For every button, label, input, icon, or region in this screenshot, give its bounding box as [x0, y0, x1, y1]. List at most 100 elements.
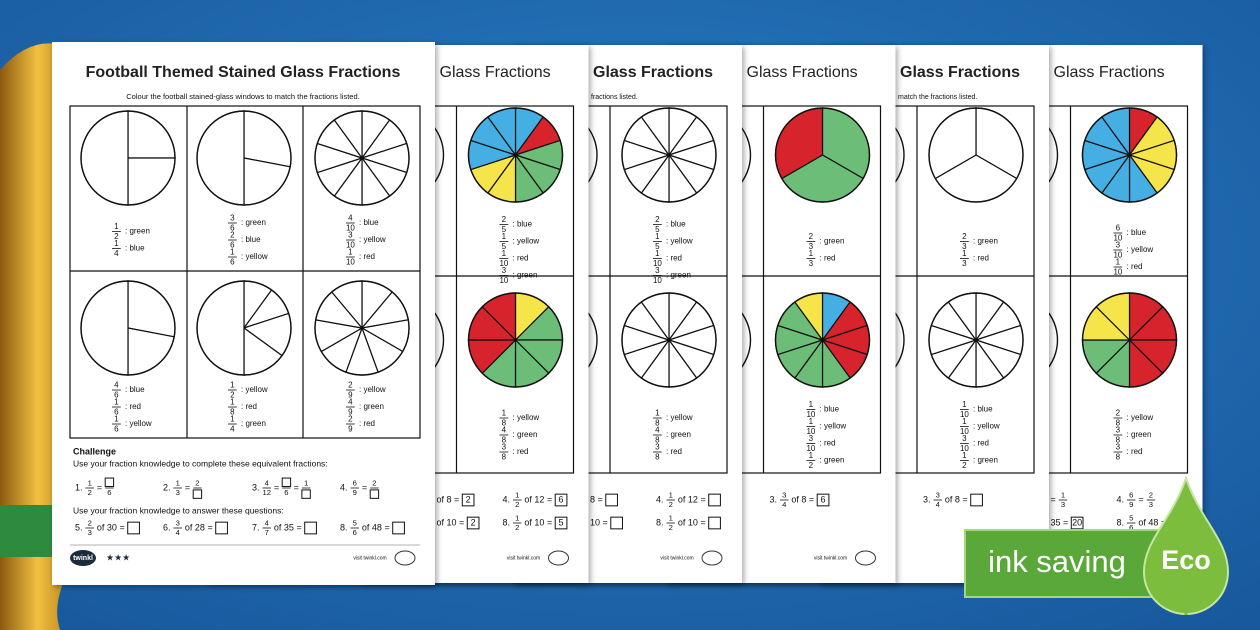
numerator: 2 [195, 478, 199, 487]
numerator: 2 [348, 380, 353, 389]
numerator: 6 [1129, 490, 1133, 499]
numerator: 1 [88, 478, 92, 487]
denominator: 8 [1116, 452, 1121, 461]
footer-badge [855, 550, 876, 566]
numerator: 6 [1116, 223, 1121, 232]
label-text: : green [973, 237, 998, 246]
pie-outline [928, 292, 1024, 388]
label-text: : blue [359, 218, 379, 227]
numerator: 1 [348, 247, 353, 256]
denominator: 5 [502, 225, 507, 234]
numerator: 1 [176, 478, 180, 487]
label-text: : green [666, 271, 691, 280]
numerator: 6 [353, 478, 357, 487]
denominator: 10 [1113, 250, 1122, 259]
answer-text: 6 [821, 494, 826, 504]
denominator: 8 [1116, 418, 1121, 427]
denominator: 3 [962, 259, 967, 268]
numerator: 2 [962, 232, 967, 241]
denominator: 9 [348, 407, 353, 416]
numerator: 2 [88, 518, 92, 527]
label-text: : red [973, 254, 989, 263]
footer-url: visit twinkl.com [814, 555, 847, 561]
denominator: 5 [502, 242, 507, 251]
label-text: : yellow [241, 385, 268, 394]
numerator: 1 [515, 513, 519, 522]
label-text: : yellow [973, 422, 1000, 431]
answer-text: 2 [471, 517, 476, 527]
answer-box [605, 493, 618, 507]
denominator: 8 [655, 435, 660, 444]
numerator: 1 [809, 400, 814, 409]
denominator: 8 [655, 452, 660, 461]
numerator: 1 [230, 397, 235, 406]
numerator: 1 [669, 513, 673, 522]
item-text: 1. [75, 482, 83, 492]
answer-box [708, 493, 721, 507]
denominator: 6 [114, 424, 119, 433]
item-text: 3. [252, 482, 260, 492]
item-text: of 10 = [678, 517, 706, 527]
item-text: of 10 = [437, 517, 465, 527]
denominator: 2 [809, 461, 814, 470]
footer-url: visit twinkl.com [660, 555, 693, 561]
answer-box [816, 493, 830, 507]
numerator: 4 [655, 425, 660, 434]
denominator: 12 [262, 488, 271, 497]
item-text: of 48 = [362, 522, 390, 532]
numerator: 1 [655, 249, 660, 258]
footer-badge [701, 550, 723, 566]
numerator: 1 [809, 417, 814, 426]
numerator: 1 [962, 400, 967, 409]
numerator: 3 [502, 442, 507, 451]
pie-outline [196, 110, 292, 206]
item-text: = [1051, 494, 1056, 504]
numerator: 3 [655, 442, 660, 451]
numerator: 4 [114, 380, 119, 389]
label-text: : green [820, 456, 845, 465]
denominator: 5 [655, 242, 660, 251]
label-text: : red [1127, 447, 1143, 456]
label-text: : red [1127, 262, 1143, 271]
label-text: : yellow [359, 235, 386, 244]
numerator: 1 [114, 414, 119, 423]
item-text: 4. [656, 494, 664, 504]
label-text: : red [359, 419, 375, 428]
numerator: 1 [502, 232, 507, 241]
label-text: : yellow [1127, 245, 1154, 254]
answer-box [281, 477, 292, 487]
label-text: : green [359, 402, 384, 411]
answer-box [466, 516, 480, 530]
challenge-prompt: Use your fraction knowledge to answer th… [73, 505, 284, 515]
item-text: 3. [770, 494, 778, 504]
numerator: 3 [655, 266, 660, 275]
denominator: 8 [502, 435, 507, 444]
denominator: 2 [230, 390, 235, 399]
denominator: 3 [962, 242, 967, 251]
denominator: 2 [88, 488, 92, 497]
numerator: 2 [502, 215, 507, 224]
numerator: 1 [809, 451, 814, 460]
item-text: 4. [1117, 494, 1125, 504]
item-text: 10 = [590, 517, 608, 527]
item-text: = [97, 482, 102, 492]
answer-text: 6 [559, 494, 564, 504]
denominator: 4 [782, 500, 787, 509]
label-text: : yellow [513, 237, 540, 246]
numerator: 4 [265, 478, 270, 487]
item-text: 8. [656, 517, 664, 527]
label-text: : blue [666, 220, 686, 229]
denominator: 10 [346, 240, 355, 249]
numerator: 1 [1061, 490, 1065, 499]
item-text: of 10 = [524, 517, 552, 527]
label-text: : blue [125, 385, 145, 394]
denominator: 6 [353, 528, 357, 537]
denominator: 6 [230, 240, 235, 249]
pie-outline [1081, 292, 1178, 388]
numerator: 4 [348, 213, 353, 222]
denominator: 8 [502, 452, 507, 461]
denominator: 4 [936, 500, 941, 509]
answer-text: 2 [466, 494, 471, 504]
